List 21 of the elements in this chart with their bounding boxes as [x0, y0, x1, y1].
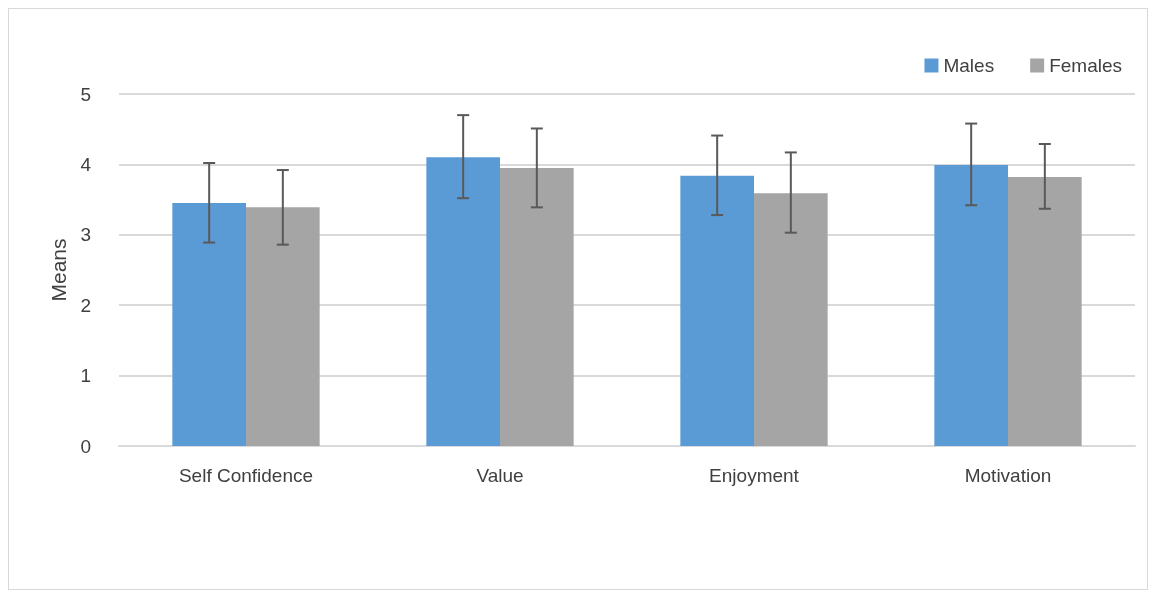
bar	[172, 203, 246, 446]
bar	[500, 167, 574, 446]
bar	[934, 165, 1008, 446]
bar	[754, 193, 828, 446]
x-tick-label: Self Confidence	[178, 465, 314, 486]
legend-label: Males	[943, 55, 995, 76]
y-tick-label: 2	[80, 294, 91, 316]
bar	[680, 175, 754, 446]
x-tick-label: Motivation	[964, 465, 1052, 486]
bar	[246, 207, 320, 446]
y-tick-label: 4	[80, 153, 92, 175]
x-tick-label: Value	[476, 465, 524, 486]
x-tick-label: Enjoyment	[709, 465, 800, 486]
y-tick-label: 5	[80, 83, 91, 105]
bar	[1008, 177, 1082, 446]
bar	[426, 157, 500, 446]
y-tick-label: 1	[80, 365, 91, 387]
y-tick-label: 0	[80, 435, 91, 457]
legend-label: Females	[1049, 55, 1122, 76]
y-tick-label: 3	[80, 224, 91, 246]
y-axis-title: Means	[47, 238, 70, 302]
